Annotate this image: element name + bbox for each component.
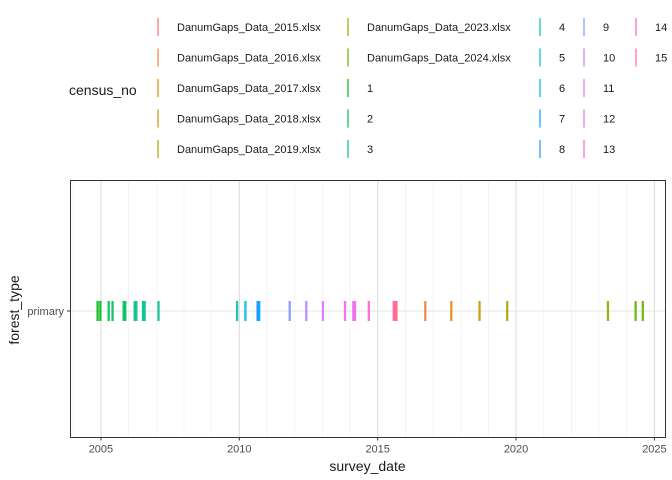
legend-item-11: 11 <box>583 79 614 97</box>
legend-label-danumgaps-data-2023-xlsx: DanumGaps_Data_2023.xlsx <box>367 22 511 34</box>
legend-item-1: 1 <box>347 79 373 97</box>
legend-label-13: 13 <box>603 144 615 156</box>
legend-item-14: 14 <box>635 18 667 36</box>
x-tick-label-2005: 2005 <box>89 444 113 456</box>
legend-label-4: 4 <box>559 22 565 34</box>
x-tick-label-2010: 2010 <box>227 444 251 456</box>
legend-label-10: 10 <box>603 53 615 65</box>
legend-label-11: 11 <box>603 83 614 95</box>
legend-item-danumgaps-data-2018-xlsx: DanumGaps_Data_2018.xlsx <box>157 109 321 128</box>
legend-label-danumgaps-data-2017-xlsx: DanumGaps_Data_2017.xlsx <box>177 83 321 95</box>
data-marks <box>96 301 644 321</box>
legend-label-8: 8 <box>559 144 565 156</box>
legend-label-5: 5 <box>559 53 565 65</box>
x-tick-label-2020: 2020 <box>504 444 528 456</box>
legend-label-14: 14 <box>655 22 667 34</box>
legend-label-danumgaps-data-2024-xlsx: DanumGaps_Data_2024.xlsx <box>367 53 511 65</box>
legend-label-12: 12 <box>603 114 615 126</box>
legend: census_no DanumGaps_Data_2015.xlsxDanumG… <box>69 18 667 158</box>
legend-item-danumgaps-data-2015-xlsx: DanumGaps_Data_2015.xlsx <box>157 18 321 36</box>
legend-item-3: 3 <box>347 140 373 158</box>
panel-border <box>70 180 666 438</box>
legend-label-7: 7 <box>559 114 565 126</box>
grid-minor <box>72 180 628 438</box>
legend-item-danumgaps-data-2019-xlsx: DanumGaps_Data_2019.xlsx <box>157 140 321 158</box>
legend-label-15: 15 <box>655 53 667 65</box>
legend-label-1: 1 <box>367 83 373 95</box>
x-axis-title: survey_date <box>329 458 405 474</box>
legend-items: DanumGaps_Data_2015.xlsx DanumGaps_Data_2… <box>157 18 667 158</box>
legend-title: census_no <box>69 82 137 98</box>
legend-item-5: 5 <box>539 48 565 67</box>
legend-item-2: 2 <box>347 109 373 128</box>
legend-label-3: 3 <box>367 144 373 156</box>
legend-item-8: 8 <box>539 140 565 158</box>
legend-label-9: 9 <box>603 22 609 34</box>
legend-item-13: 13 <box>583 140 615 158</box>
legend-item-15: 15 <box>635 48 667 67</box>
x-tick-label-2015: 2015 <box>365 444 389 456</box>
y-axis-title: forest_type <box>6 275 22 344</box>
legend-label-danumgaps-data-2015-xlsx: DanumGaps_Data_2015.xlsx <box>177 22 321 34</box>
legend-label-6: 6 <box>559 83 565 95</box>
legend-label-danumgaps-data-2016-xlsx: DanumGaps_Data_2016.xlsx <box>177 53 321 65</box>
legend-label-2: 2 <box>367 114 373 126</box>
legend-item-7: 7 <box>539 109 565 128</box>
legend-item-danumgaps-data-2016-xlsx: DanumGaps_Data_2016.xlsx <box>157 48 321 67</box>
legend-item-danumgaps-data-2024-xlsx: DanumGaps_Data_2024.xlsx <box>347 48 511 67</box>
legend-item-10: 10 <box>583 48 615 67</box>
legend-item-danumgaps-data-2023-xlsx: DanumGaps_Data_2023.xlsx <box>347 18 511 36</box>
legend-item-6: 6 <box>539 79 565 97</box>
legend-item-4: 4 <box>539 18 565 36</box>
legend-label-danumgaps-data-2019-xlsx: DanumGaps_Data_2019.xlsx <box>177 144 321 156</box>
legend-item-12: 12 <box>583 109 615 128</box>
x-axis: 2005 2010 2015 2020 2025 <box>89 437 667 456</box>
legend-item-danumgaps-data-2017-xlsx: DanumGaps_Data_2017.xlsx <box>157 79 321 97</box>
legend-item-9: 9 <box>583 18 609 36</box>
plot-panel <box>70 180 666 438</box>
x-tick-label-2025: 2025 <box>642 444 666 456</box>
y-axis: primary <box>27 306 70 318</box>
legend-label-danumgaps-data-2018-xlsx: DanumGaps_Data_2018.xlsx <box>177 114 321 126</box>
y-tick-label-primary: primary <box>27 306 64 318</box>
